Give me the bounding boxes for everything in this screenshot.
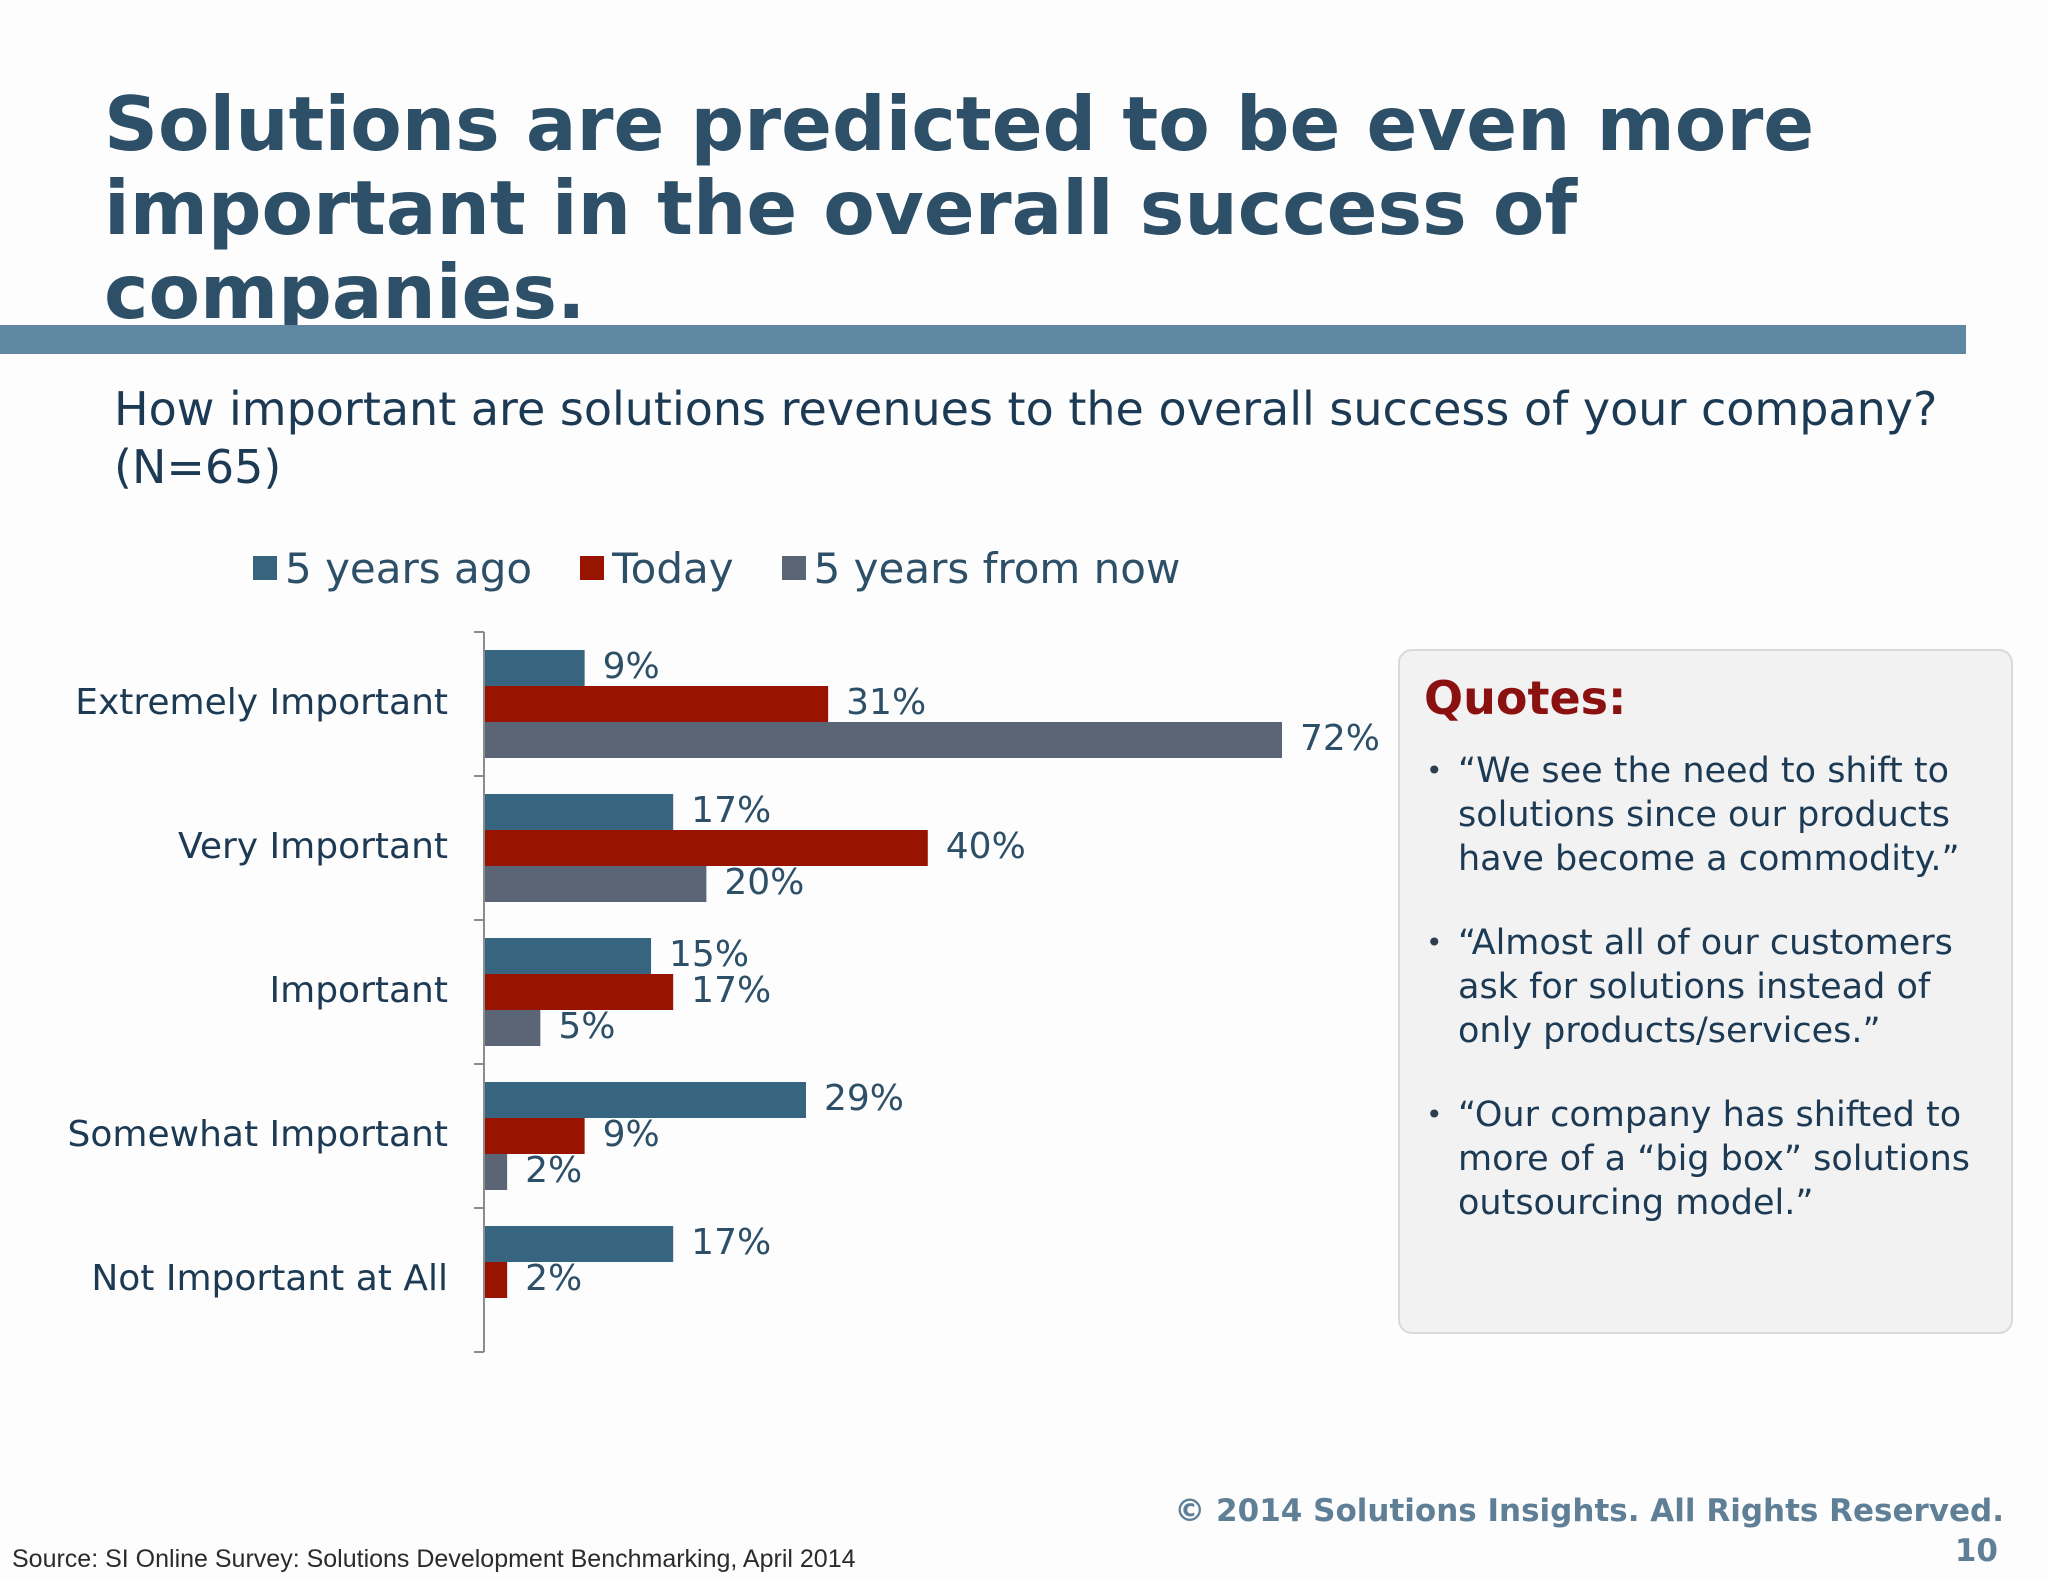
legend-item-5-years-from-now: 5 years from now (781, 543, 1181, 593)
survey-question-line-2: (N=65) (114, 440, 282, 494)
bar-5-years-from-now (485, 866, 707, 902)
category-label: Not Important at All (91, 1258, 448, 1299)
data-label-5-years-from-now: 72% (1300, 718, 1380, 759)
data-label-today: 9% (603, 1114, 660, 1155)
quotes-list: “We see the need to shift to solutions s… (1424, 749, 1991, 1225)
data-label-5-years-ago: 15% (669, 934, 749, 975)
bar-5-years-ago (485, 794, 674, 830)
legend-label-5-years-ago: 5 years ago (285, 543, 533, 593)
data-label-5-years-ago: 17% (691, 1222, 771, 1263)
bar-5-years-from-now (485, 1154, 508, 1190)
quotes-heading: Quotes: (1424, 671, 1627, 725)
slide-title: Solutions are predicted to be even more … (104, 82, 2024, 334)
legend-swatch-today (580, 556, 605, 580)
data-label-5-years-ago: 29% (824, 1078, 904, 1119)
bar-today (485, 830, 928, 866)
quote-line: “Almost all of our customers (1458, 923, 1953, 963)
survey-question: How important are solutions revenues to … (114, 380, 2014, 496)
title-rule-bar (0, 325, 1966, 354)
source-note: Source: SI Online Survey: Solutions Deve… (12, 1545, 856, 1573)
legend-item-today: Today (580, 543, 734, 593)
bar-5-years-ago (485, 1082, 807, 1118)
category-label: Important (270, 970, 448, 1011)
data-label-5-years-from-now: 5% (558, 1006, 615, 1047)
legend-item-5-years-ago: 5 years ago (253, 544, 532, 593)
bar-today (485, 686, 829, 722)
quote-line: outsourcing model.” (1458, 1183, 1814, 1223)
bar-today (485, 974, 674, 1010)
data-label-5-years-from-now: 20% (724, 862, 804, 903)
legend-swatch-5-years-from-now (781, 556, 806, 580)
bar-5-years-ago (485, 938, 652, 974)
bar-5-years-ago (485, 650, 585, 686)
quote-item: “Almost all of our customers ask for sol… (1424, 921, 1991, 1053)
bar-today (485, 1262, 508, 1298)
category-label: Somewhat Important (68, 1114, 448, 1155)
data-label-today: 2% (525, 1258, 582, 1299)
bar-today (485, 1118, 585, 1154)
quote-line: only products/services.” (1458, 1011, 1881, 1051)
bar-5-years-from-now (485, 722, 1282, 758)
slide-title-line-2: important in the overall success of comp… (104, 164, 1578, 336)
copyright-notice: © 2014 Solutions Insights. All Rights Re… (1174, 1493, 2004, 1529)
data-label-today: 40% (946, 826, 1026, 867)
quote-item: “We see the need to shift to solutions s… (1424, 749, 1991, 881)
data-label-5-years-from-now: 2% (525, 1150, 582, 1191)
data-label-today: 17% (691, 970, 771, 1011)
bar-5-years-from-now (485, 1010, 541, 1046)
category-label: Extremely Important (75, 682, 448, 723)
quote-line: ask for solutions instead of (1458, 967, 1931, 1007)
quote-line: “We see the need to shift to (1458, 751, 1950, 791)
page-number: 10 (1954, 1533, 1998, 1569)
slide-title-line-1: Solutions are predicted to be even more (104, 80, 1815, 168)
data-label-5-years-ago: 9% (603, 646, 660, 687)
chart-legend: 5 years ago Today 5 years from now (253, 538, 1228, 598)
quote-line: solutions since our products (1458, 795, 1950, 835)
quotes-box: Quotes: “We see the need to shift to sol… (1398, 649, 2013, 1334)
legend-label-5-years-from-now: 5 years from now (813, 543, 1181, 593)
bar-chart: Extremely Important 9% 31% 72% Very Importan… (68, 631, 1380, 1353)
quote-item: “Our company has shifted to more of a “b… (1424, 1093, 1991, 1225)
data-label-5-years-ago: 17% (691, 790, 771, 831)
quote-line: “Our company has shifted to (1458, 1095, 1962, 1135)
legend-label-today: Today (612, 543, 734, 593)
bar-5-years-ago (485, 1226, 674, 1262)
data-label-today: 31% (846, 682, 926, 723)
survey-question-line-1: How important are solutions revenues to … (114, 382, 1938, 436)
category-label: Very Important (178, 826, 448, 867)
legend-swatch-5-years-ago (253, 556, 277, 580)
quote-line: more of a “big box” solutions (1458, 1139, 1970, 1179)
quote-line: have become a commodity.” (1458, 839, 1960, 879)
